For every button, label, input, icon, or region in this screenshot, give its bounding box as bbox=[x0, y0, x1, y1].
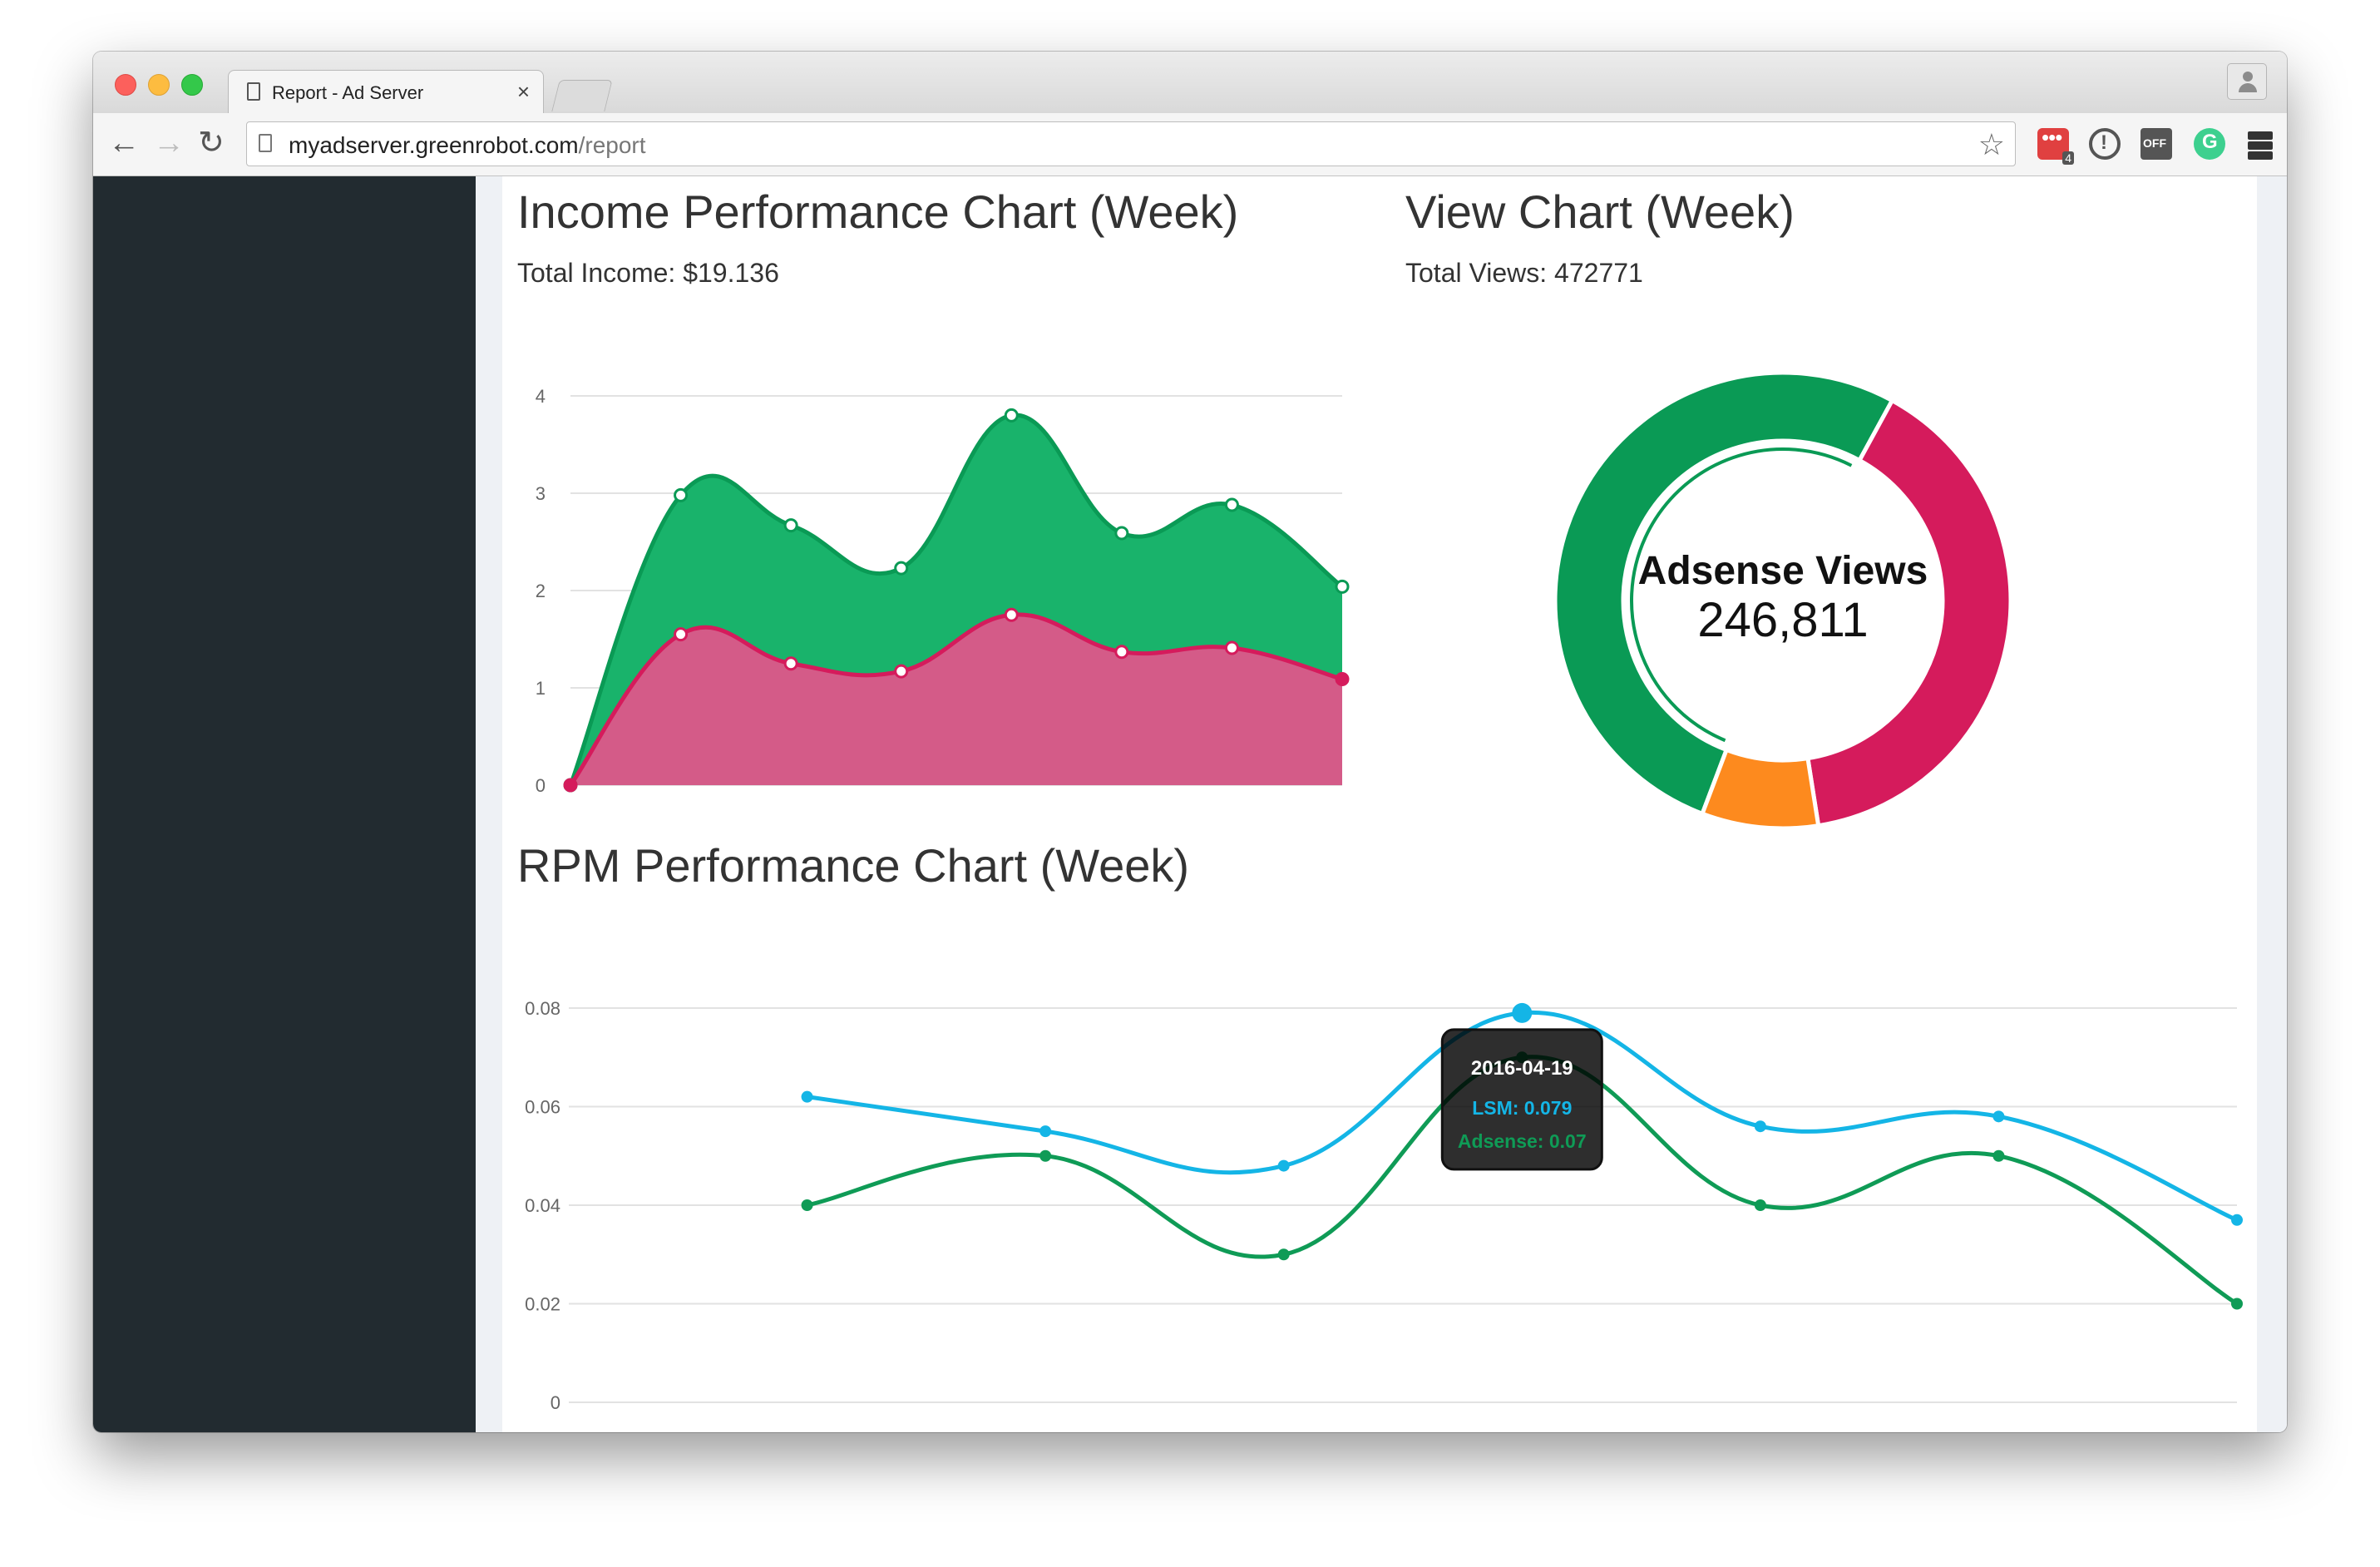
grammarly-icon[interactable]: G bbox=[2194, 128, 2225, 160]
data-point bbox=[1754, 1120, 1766, 1133]
x-tick-label: 2016-04-17 bbox=[999, 1421, 1093, 1424]
browser-toolbar: ← → ↻ myadserver.greenrobot.com/report ☆… bbox=[93, 113, 2287, 176]
data-point bbox=[1224, 497, 1239, 512]
sidebar bbox=[93, 176, 476, 1432]
forward-arrow-icon[interactable]: → bbox=[153, 126, 185, 161]
data-point bbox=[1039, 1149, 1052, 1162]
data-point bbox=[783, 656, 798, 671]
data-point bbox=[674, 627, 689, 642]
x-tick-label: 2016-04-21 bbox=[1952, 1421, 2046, 1424]
y-tick-label: 0 bbox=[536, 775, 546, 796]
rpm-tooltip: 2016-04-19 LSM: 0.079 Adsense: 0.07 bbox=[1440, 1028, 1603, 1171]
data-point bbox=[1039, 1125, 1052, 1138]
new-tab-button[interactable] bbox=[551, 80, 613, 111]
donut-center-value: 246,811 bbox=[1697, 593, 1868, 647]
slice-highlight-arc bbox=[1630, 447, 1853, 743]
y-tick-label: 0.02 bbox=[525, 1294, 560, 1315]
url-text[interactable]: myadserver.greenrobot.com/report bbox=[289, 132, 646, 159]
y-tick-label: 2 bbox=[536, 581, 546, 601]
main-content: Income Performance Chart (Week) Total In… bbox=[476, 176, 2287, 1432]
data-point bbox=[1754, 1199, 1766, 1211]
data-point bbox=[801, 1199, 813, 1211]
rpm-chart-title: RPM Performance Chart (Week) bbox=[517, 839, 1190, 892]
tooltip-adsense: Adsense: 0.07 bbox=[1458, 1130, 1587, 1152]
x-tick-label: 2016-04-18 bbox=[1237, 1421, 1331, 1424]
data-point bbox=[801, 1090, 813, 1103]
report-panel: Income Performance Chart (Week) Total In… bbox=[502, 176, 2257, 1432]
data-point bbox=[1277, 1248, 1290, 1261]
url-path: /report bbox=[578, 132, 646, 158]
minimize-window-button[interactable] bbox=[148, 74, 170, 96]
x-tick-label: 2016-04-19 bbox=[1475, 1421, 1569, 1424]
total-views: Total Views: 472771 bbox=[1405, 258, 1643, 288]
reload-icon[interactable]: ↻ bbox=[198, 126, 225, 161]
data-point bbox=[1004, 607, 1019, 622]
profile-button[interactable] bbox=[2227, 63, 2267, 100]
bookmark-star-icon[interactable]: ☆ bbox=[1978, 127, 2005, 161]
donut-center-label: Adsense Views bbox=[1638, 549, 1928, 593]
tab-close-icon[interactable]: × bbox=[516, 79, 530, 104]
y-tick-label: 1 bbox=[536, 678, 546, 699]
data-point bbox=[1224, 640, 1239, 655]
back-arrow-icon[interactable]: ← bbox=[108, 126, 140, 161]
income-chart-title: Income Performance Chart (Week) bbox=[517, 185, 1239, 238]
data-point bbox=[563, 778, 578, 793]
income-area-chart: 012342016-04-152016-04-172016-04-192016-… bbox=[536, 386, 1350, 796]
browser-window: Report - Ad Server × ← → ↻ myadserver.gr… bbox=[93, 52, 2287, 1432]
data-point bbox=[1335, 579, 1350, 594]
data-point bbox=[1512, 1002, 1533, 1023]
x-tick-label: 2016-04-20 bbox=[1714, 1421, 1808, 1424]
tooltip-lsm: LSM: 0.079 bbox=[1472, 1097, 1572, 1119]
data-point bbox=[1114, 526, 1129, 541]
extension-badge: 4 bbox=[2062, 151, 2074, 165]
page-icon bbox=[259, 134, 272, 152]
pie-slice bbox=[1699, 747, 1821, 831]
data-point bbox=[1992, 1149, 2005, 1162]
extension-off-icon[interactable]: OFF bbox=[2141, 128, 2172, 160]
pie-slice bbox=[1805, 398, 2013, 828]
layers-icon[interactable] bbox=[2245, 128, 2277, 160]
y-tick-label: 0.06 bbox=[525, 1097, 560, 1118]
series-area bbox=[570, 614, 1342, 785]
data-point bbox=[674, 487, 689, 502]
extension-dots-icon[interactable]: ••• 4 bbox=[2037, 125, 2074, 165]
page-icon bbox=[247, 82, 260, 101]
zoom-window-button[interactable] bbox=[181, 74, 203, 96]
y-tick-label: 0.04 bbox=[525, 1195, 560, 1216]
title-bar: Report - Ad Server × bbox=[93, 52, 2287, 113]
pie-slice bbox=[1553, 370, 1895, 817]
tooltip-box bbox=[1440, 1028, 1603, 1171]
y-tick-label: 3 bbox=[536, 483, 546, 504]
data-point bbox=[1114, 645, 1129, 660]
url-host: myadserver.greenrobot.com bbox=[289, 132, 579, 158]
data-point bbox=[1277, 1159, 1290, 1172]
person-icon bbox=[2243, 72, 2253, 82]
y-tick-label: 0 bbox=[551, 1392, 560, 1413]
data-point bbox=[2231, 1298, 2243, 1310]
data-point bbox=[894, 664, 909, 679]
data-point bbox=[1335, 671, 1350, 686]
total-income: Total Income: $19.136 bbox=[517, 258, 779, 288]
y-tick-label: 0.08 bbox=[525, 998, 560, 1019]
tab-title: Report - Ad Server bbox=[272, 82, 424, 103]
tooltip-date: 2016-04-19 bbox=[1471, 1057, 1573, 1080]
extension-alert-icon[interactable]: ! bbox=[2089, 128, 2121, 160]
data-point bbox=[2231, 1214, 2243, 1226]
rpm-line-chart: 0 0.02 0.04 0.06 0.08 2016-04-15 2016-04-16 201… bbox=[522, 998, 2243, 1424]
data-point bbox=[894, 561, 909, 576]
close-window-button[interactable] bbox=[115, 74, 136, 96]
data-point bbox=[1004, 408, 1019, 423]
x-tick-label: 2016-04-16 bbox=[760, 1421, 854, 1424]
data-point bbox=[783, 518, 798, 533]
x-tick-label: 2016-04-15 bbox=[522, 1421, 616, 1424]
address-bar[interactable]: myadserver.greenrobot.com/report ☆ bbox=[246, 121, 2016, 166]
view-chart-title: View Chart (Week) bbox=[1405, 185, 1795, 238]
data-point bbox=[1992, 1110, 2005, 1123]
y-tick-label: 4 bbox=[536, 386, 546, 407]
browser-tab[interactable]: Report - Ad Server × bbox=[228, 70, 544, 113]
